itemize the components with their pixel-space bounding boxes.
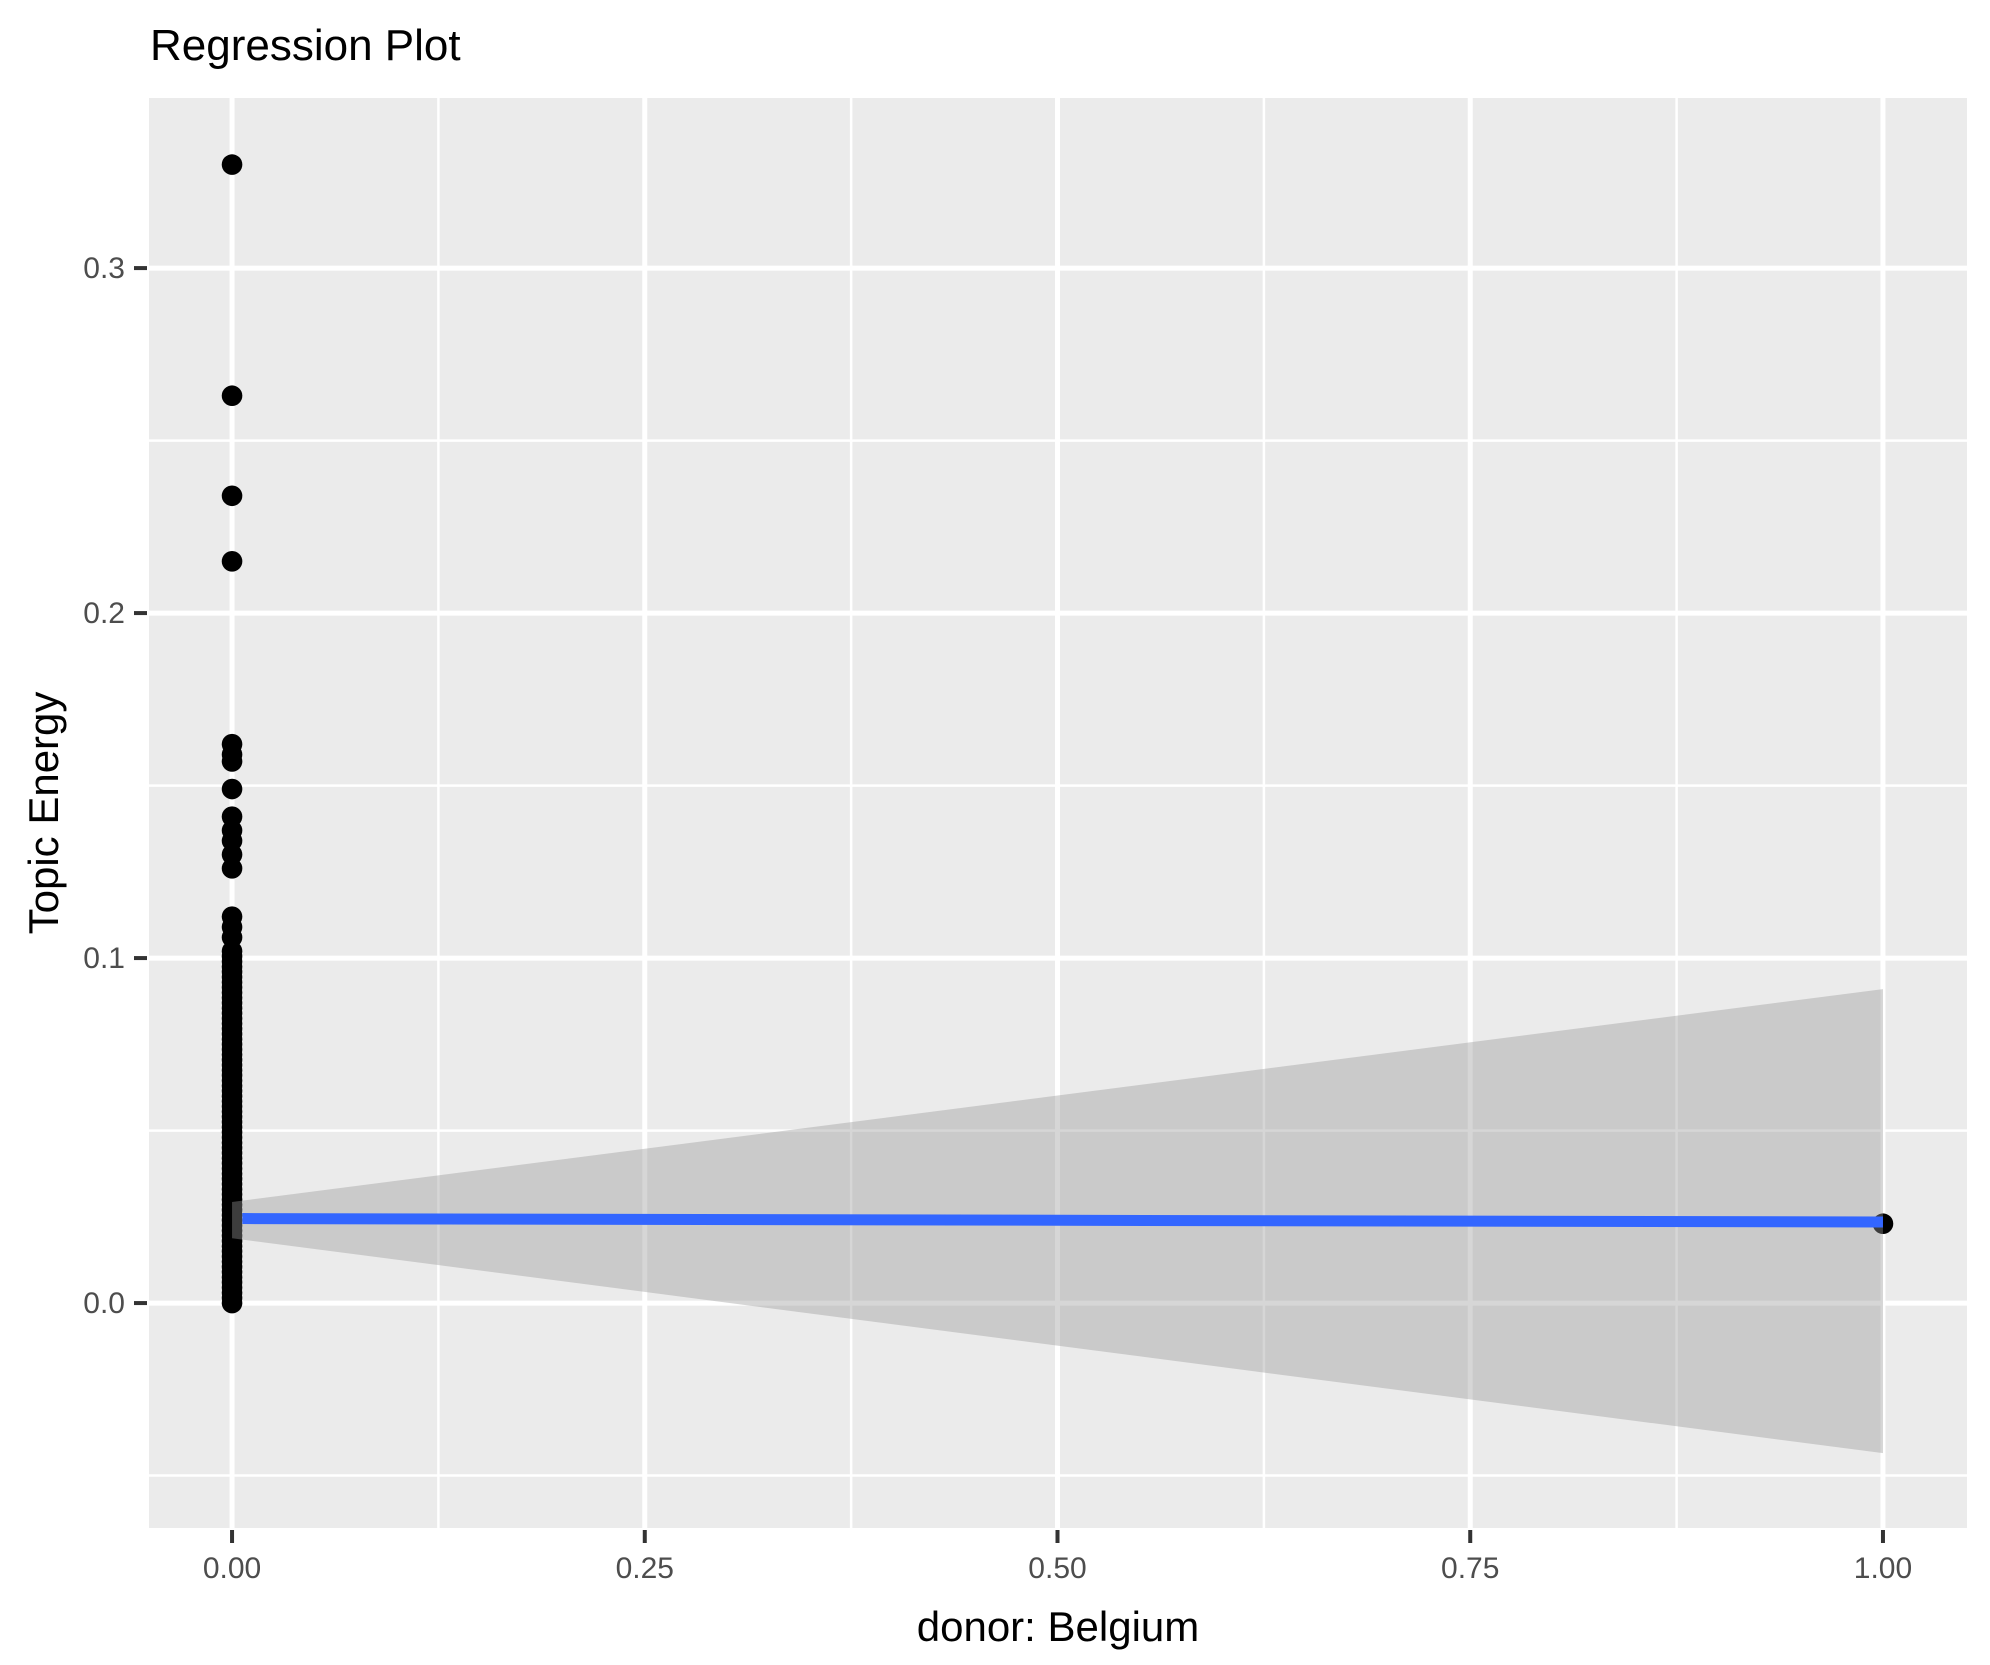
scatter-point [221,778,243,800]
scatter-point [221,154,243,175]
scatter-point [221,485,243,507]
x-axis-title: donor: Belgium [917,1603,1200,1650]
x-tick-label: 0.50 [1028,1552,1086,1585]
regression-line [242,1213,1883,1228]
scatter-points [221,154,1894,1314]
x-tick-label: 1.00 [1854,1552,1912,1585]
x-tick-label: 0.00 [203,1552,261,1585]
scatter-point [221,385,243,407]
y-axis-title: Topic Energy [20,692,67,935]
plot-title: Regression Plot [150,21,461,70]
x-tick-label: 0.75 [1441,1552,1499,1585]
axis-tick-labels: 0.00 0.25 0.50 0.75 1.00 0.0 0.1 0.2 0.3 [83,252,1912,1585]
scatter-point [221,858,243,879]
scatter-point [221,551,243,572]
x-tick-label: 0.25 [616,1552,674,1585]
gridlines-major [149,98,1967,1528]
y-tick-label: 0.3 [83,252,125,285]
scatter-point [221,940,243,962]
y-tick-label: 0.2 [83,597,125,630]
y-tick-label: 0.0 [83,1287,125,1320]
scatter-point [221,751,243,772]
regression-fit-line [242,1213,1883,1228]
y-tick-label: 0.1 [83,942,125,975]
axis-tick-marks [134,266,1885,1543]
